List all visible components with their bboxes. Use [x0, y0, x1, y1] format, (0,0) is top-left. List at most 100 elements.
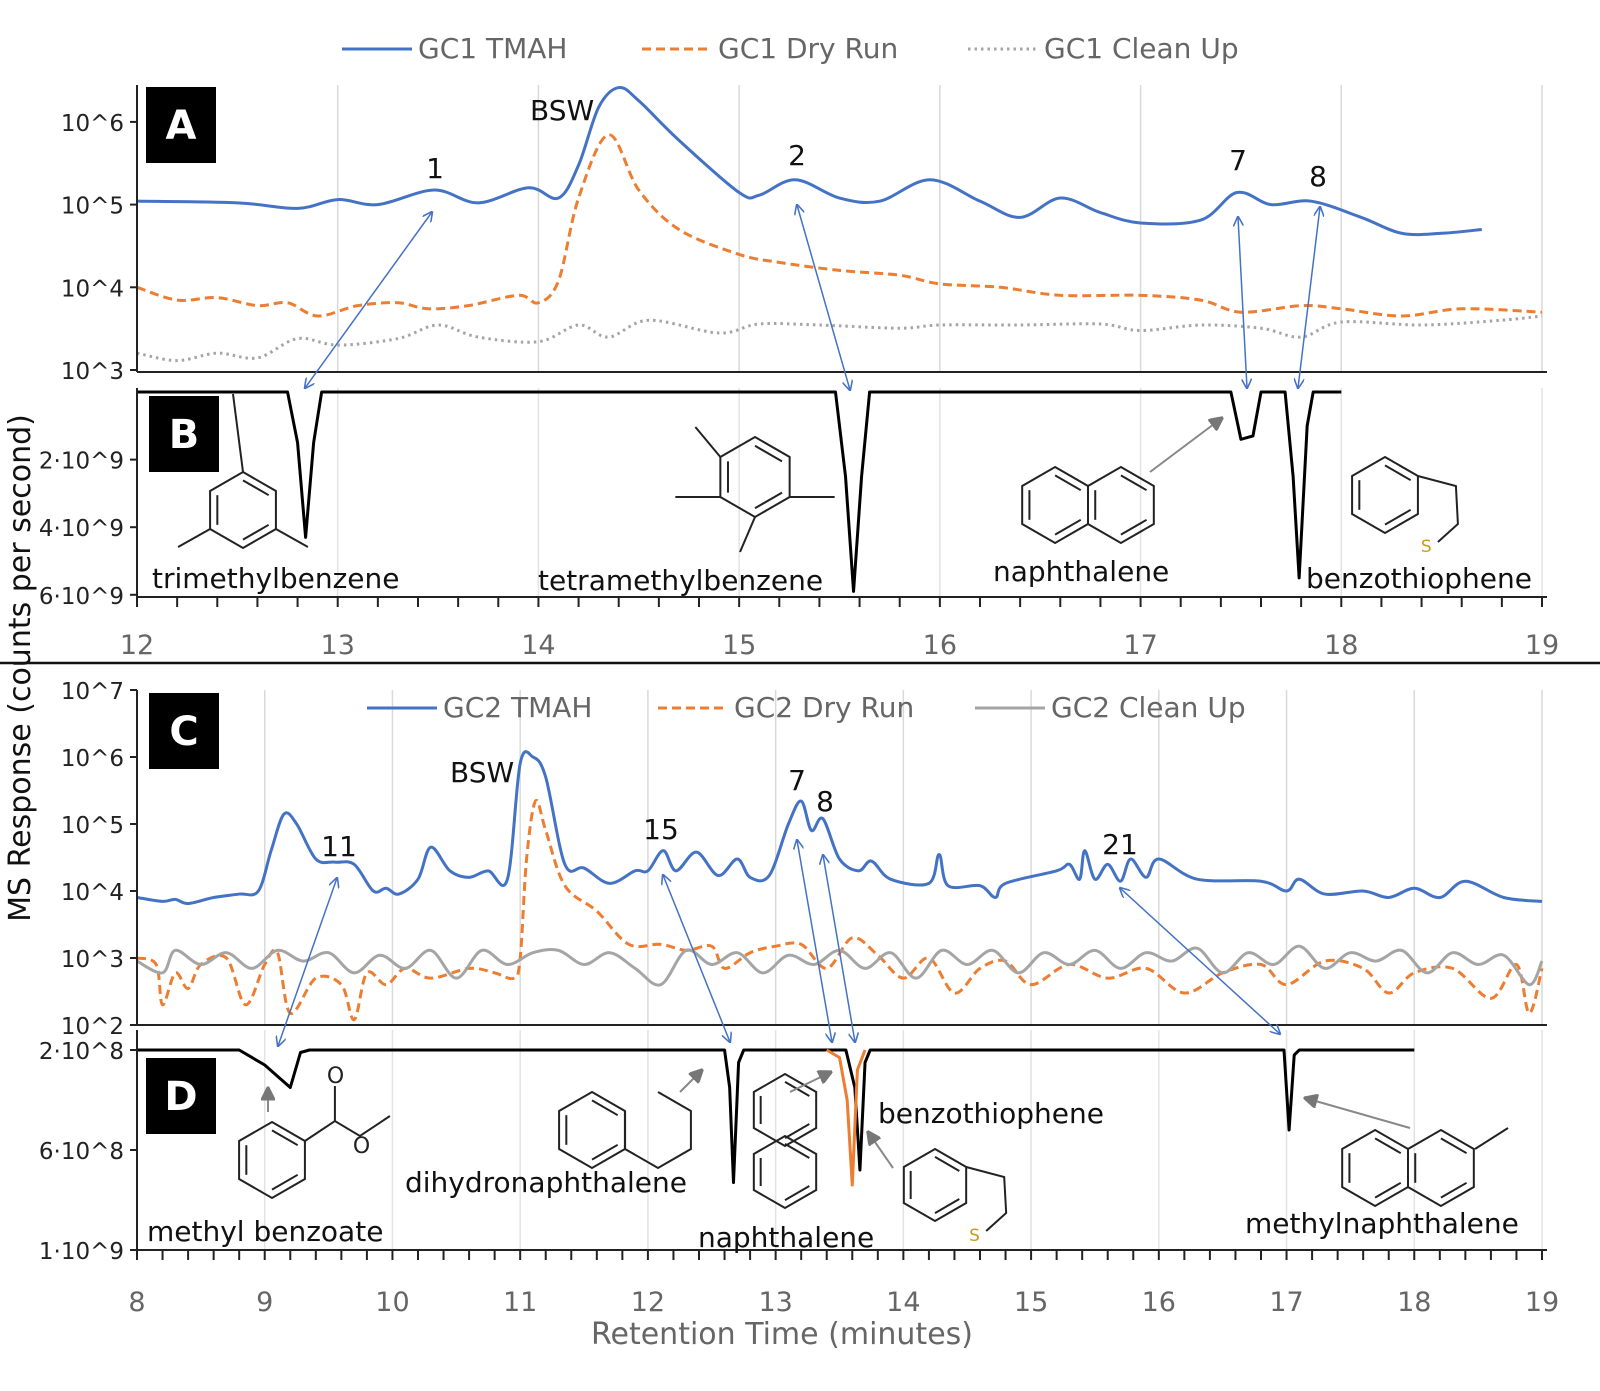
- compound-label: benzothiophene: [878, 1097, 1104, 1130]
- benzothiophene-structure: [1351, 455, 1419, 535]
- double-bond: [1120, 518, 1148, 536]
- methyl-benzoate-structure: [238, 1120, 306, 1200]
- peak-label: 7: [788, 764, 806, 797]
- correlation-arrow: [663, 875, 730, 1042]
- pointer-arrow: [679, 1070, 702, 1093]
- pointer-arrow: [1305, 1098, 1411, 1129]
- series-line-gc2-tmah: [136, 750, 1543, 906]
- x-tick-label: 17: [1123, 630, 1157, 661]
- double-bond: [1054, 474, 1082, 492]
- x-tick-label: 14: [886, 1287, 920, 1318]
- x-tick-label: 19: [1525, 1287, 1559, 1318]
- double-bond: [1440, 1181, 1468, 1199]
- series-line-gc1-clean-up: [136, 314, 1543, 363]
- compound-label: tetramethylbenzene: [538, 564, 823, 597]
- double-bond: [242, 479, 270, 497]
- double-bond: [1384, 464, 1412, 482]
- double-bond: [1374, 1137, 1402, 1155]
- y-tick-label: 6·10^9: [39, 584, 124, 610]
- y-tick-label: 6·10^8: [39, 1139, 124, 1165]
- x-tick-label: 12: [631, 1287, 665, 1318]
- peak-label: BSW: [530, 94, 594, 127]
- trimethylbenzene-structure: [209, 470, 277, 550]
- double-bond: [591, 1143, 619, 1161]
- x-tick-label: 16: [1142, 1287, 1176, 1318]
- ester-group: [304, 1115, 391, 1142]
- panel-label: A: [166, 103, 197, 149]
- x-tick-label: 9: [256, 1287, 273, 1318]
- y-tick-label: 4·10^9: [39, 516, 124, 542]
- methyl-bond: [694, 426, 722, 458]
- compound-label: methylnaphthalene: [1245, 1207, 1519, 1240]
- y-tick-label: 10^6: [61, 111, 124, 137]
- panel-label: D: [164, 1074, 197, 1120]
- peak-label: 15: [643, 813, 679, 846]
- x-tick-label: 13: [758, 1287, 792, 1318]
- methylnaphthalene-structure: [1341, 1128, 1409, 1208]
- legend-label: GC1 Clean Up: [1044, 32, 1239, 65]
- thiophene-ring: [965, 1166, 1008, 1232]
- y-tick-label: 10^4: [61, 880, 124, 906]
- y-tick-label: 10^3: [61, 947, 124, 973]
- y-tick-label: 10^7: [61, 679, 124, 705]
- y-axis-title: MS Response (counts per second): [3, 414, 38, 922]
- pointer-arrow: [1149, 418, 1222, 473]
- sulfur-atom-label: S: [1421, 537, 1432, 557]
- methyl-bond: [275, 528, 309, 548]
- y-tick-label: 10^2: [61, 1014, 124, 1040]
- x-tick-label: 15: [722, 630, 756, 661]
- correlation-arrow: [797, 840, 832, 1042]
- benzothiophene-structure: [902, 1147, 968, 1223]
- double-bond: [1374, 1181, 1402, 1199]
- oxygen-atom-label: O: [327, 1064, 344, 1089]
- legend-label: GC2 Clean Up: [1051, 691, 1246, 724]
- double-bond: [591, 1099, 619, 1117]
- double-bond: [242, 523, 270, 541]
- x-axis-title: Retention Time (minutes): [591, 1317, 973, 1352]
- x-tick-label: 12: [120, 630, 154, 661]
- x-tick-label: 16: [923, 630, 957, 661]
- panel-label-box: [146, 1058, 216, 1134]
- double-bond: [934, 1156, 960, 1172]
- panel-label: B: [169, 412, 200, 458]
- naphthalene-structure: [752, 1134, 818, 1210]
- x-tick-label: 17: [1269, 1287, 1303, 1318]
- peak-label: 1: [426, 152, 444, 185]
- double-bond: [271, 1173, 299, 1191]
- y-tick-label: 2·10^8: [39, 1039, 124, 1065]
- peak-label: 8: [816, 785, 834, 818]
- tetramethylbenzene-structure: [719, 435, 791, 519]
- methyl-bond: [739, 516, 756, 553]
- double-bond: [1440, 1137, 1468, 1155]
- double-bond: [934, 1198, 960, 1214]
- legend-label: GC2 Dry Run: [734, 691, 914, 724]
- x-tick-label: 18: [1324, 630, 1358, 661]
- y-tick-label: 2·10^9: [39, 449, 124, 475]
- naphthalene-structure: [1087, 465, 1155, 545]
- y-tick-label: 10^4: [61, 276, 124, 302]
- correlation-arrow: [1238, 217, 1247, 388]
- series-line-panel-d-trace-1: [825, 1048, 867, 1187]
- dihydronaphthalene-structure: [558, 1090, 626, 1170]
- pointer-arrow: [868, 1132, 894, 1169]
- methyl-bond: [1474, 1127, 1509, 1150]
- double-bond: [754, 444, 783, 463]
- methyl-bond: [232, 393, 244, 473]
- correlation-arrow: [305, 212, 432, 388]
- naphthalene-structure: [1021, 465, 1089, 545]
- double-bond: [1384, 508, 1412, 526]
- double-bond: [784, 1185, 810, 1201]
- y-tick-label: 1·10^9: [39, 1239, 124, 1265]
- x-tick-label: 19: [1525, 630, 1559, 661]
- peak-label: 21: [1102, 828, 1138, 861]
- peak-label: 11: [321, 830, 357, 863]
- y-tick-label: 10^5: [61, 813, 124, 839]
- y-tick-label: 10^5: [61, 194, 124, 220]
- correlation-arrow: [1298, 207, 1320, 388]
- legend-label: GC1 Dry Run: [718, 32, 898, 65]
- peak-label: BSW: [450, 756, 514, 789]
- double-bond: [271, 1129, 299, 1147]
- compound-label: methyl benzoate: [147, 1215, 383, 1248]
- compound-label: trimethylbenzene: [152, 562, 400, 595]
